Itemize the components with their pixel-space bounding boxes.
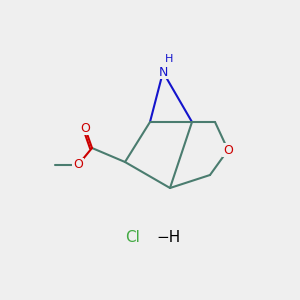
Text: O: O <box>80 122 90 134</box>
Text: O: O <box>73 158 83 172</box>
Text: O: O <box>223 143 233 157</box>
Text: Cl: Cl <box>125 230 140 245</box>
Text: −H: −H <box>156 230 180 245</box>
Text: N: N <box>158 65 168 79</box>
Text: H: H <box>165 54 173 64</box>
